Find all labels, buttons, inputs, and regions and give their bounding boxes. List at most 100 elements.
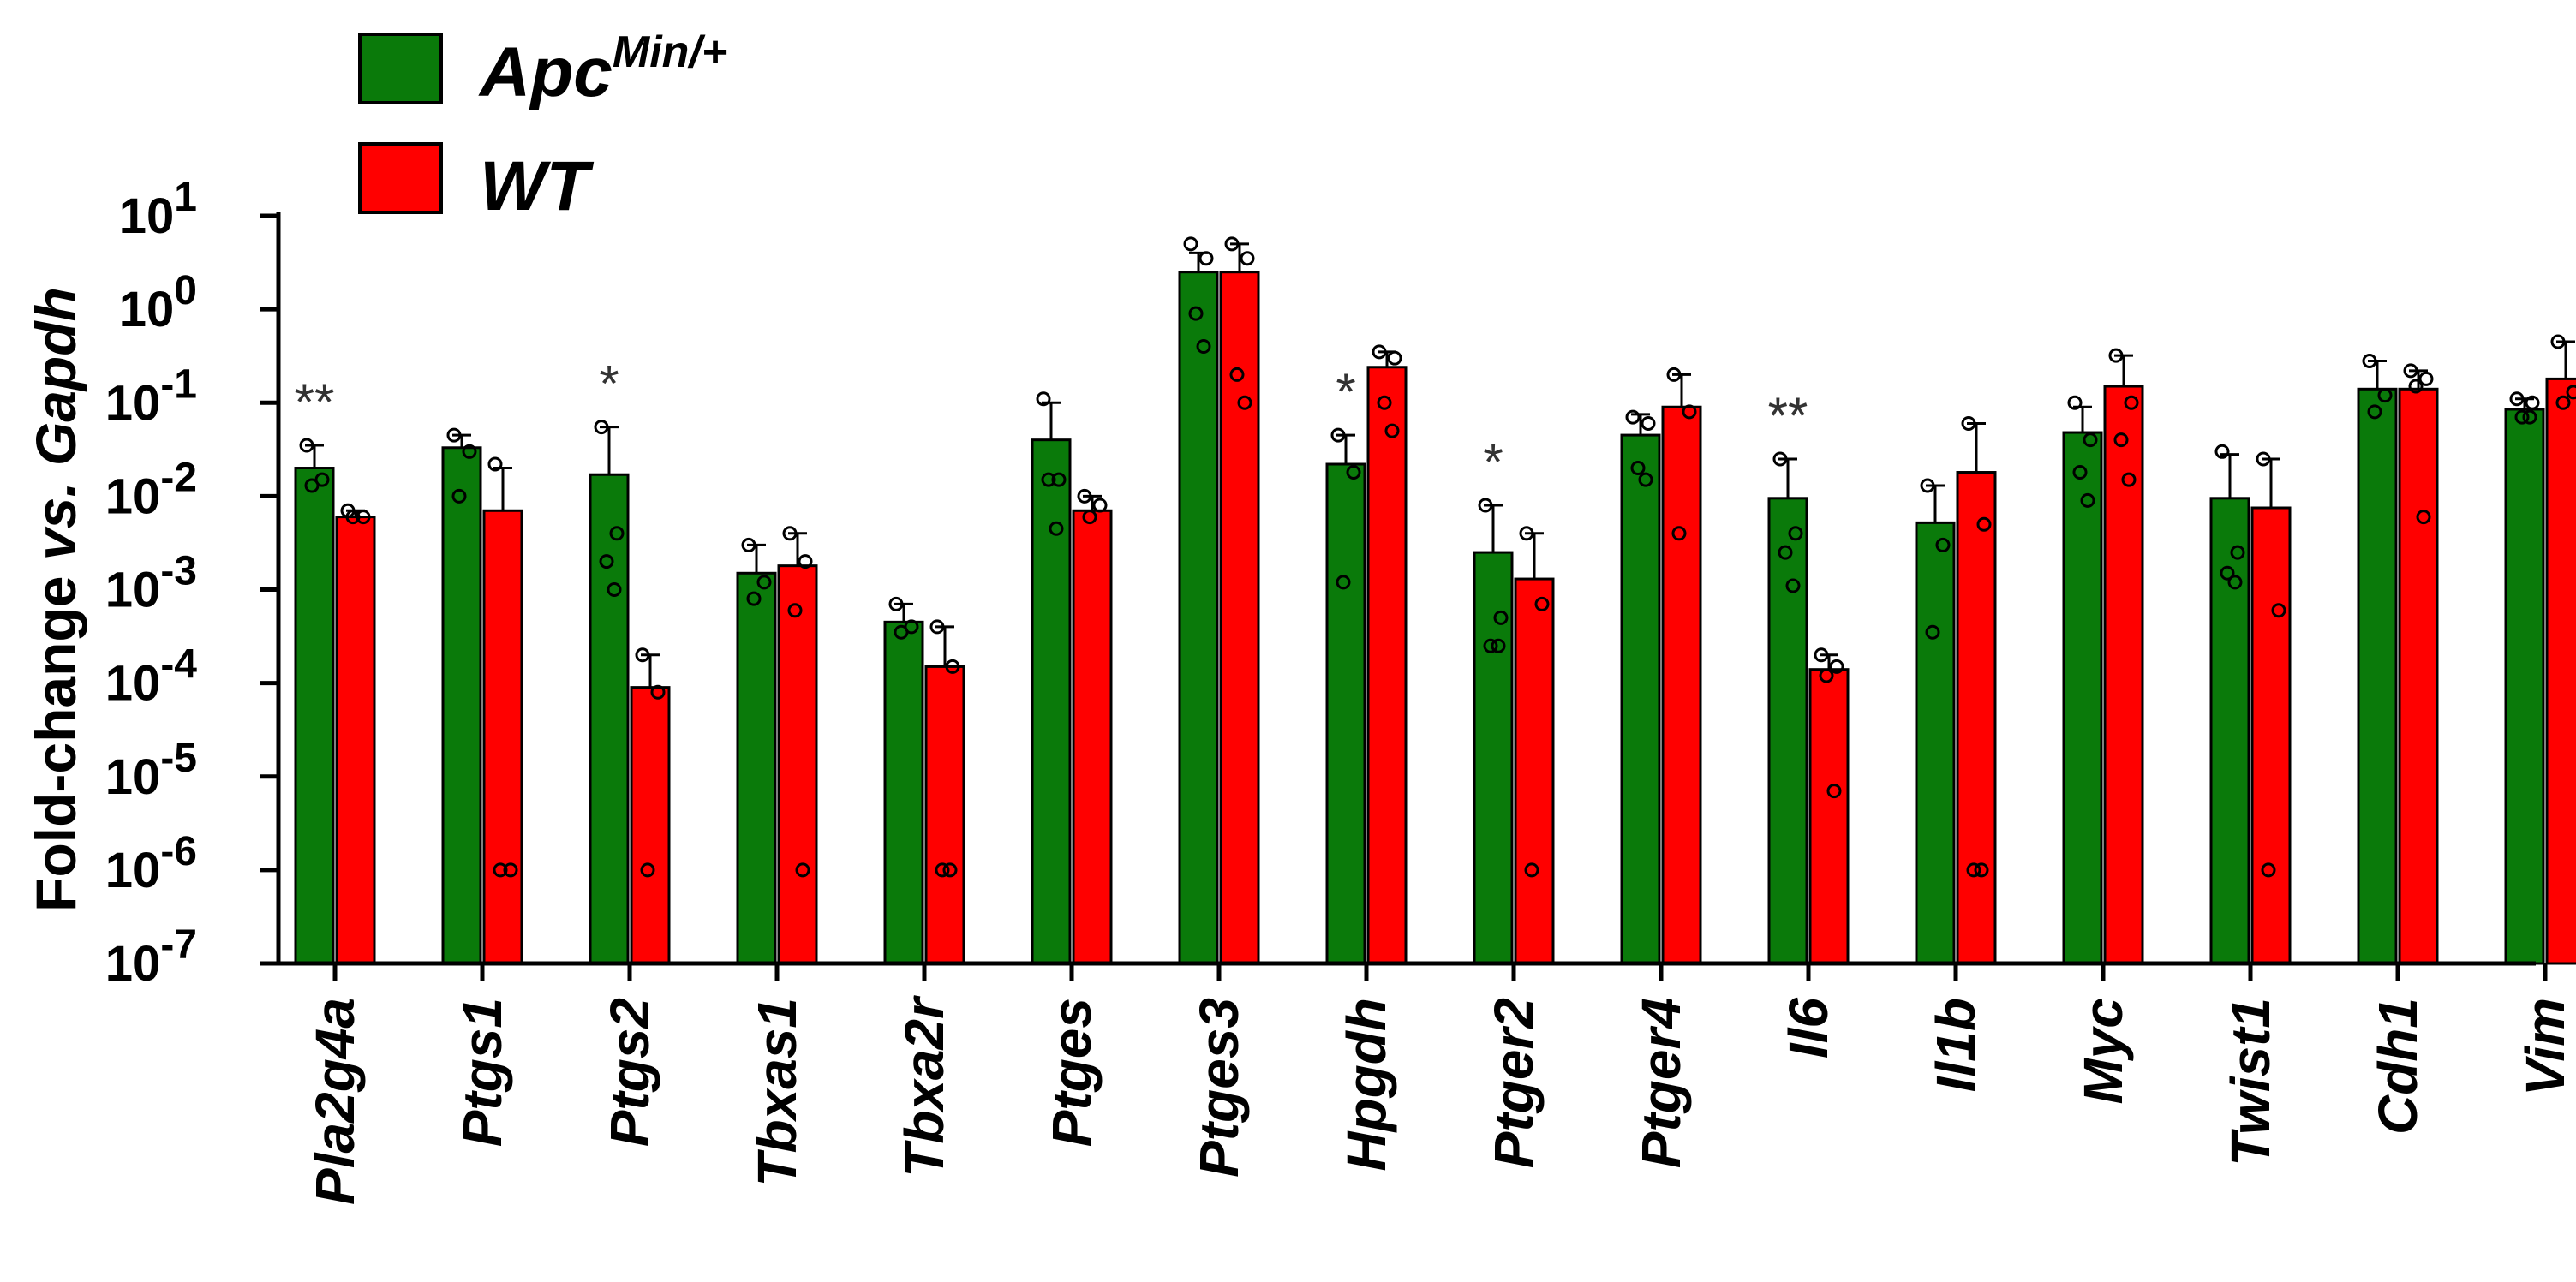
significance-marker: *	[599, 355, 619, 413]
data-point	[1925, 624, 1940, 640]
x-tick-label: Il1b	[1925, 998, 1987, 1092]
data-point	[2220, 565, 2235, 581]
data-point	[2230, 545, 2245, 560]
data-point	[741, 537, 756, 552]
x-tick-label: Vim	[2514, 998, 2576, 1096]
data-point	[2072, 465, 2088, 480]
data-point	[609, 526, 625, 541]
data-point	[1788, 526, 1803, 541]
bar	[2250, 506, 2292, 965]
y-tick-label: 100	[119, 268, 197, 337]
data-point	[2362, 353, 2377, 368]
x-tick-label: Ptges3	[1188, 998, 1250, 1178]
data-point	[503, 862, 518, 878]
data-point	[2403, 363, 2418, 379]
data-point	[446, 427, 462, 443]
legend-label-wt: WT	[480, 147, 594, 225]
y-tick-label: 10-5	[105, 736, 197, 805]
x-tick-label: Cdh1	[2367, 998, 2429, 1135]
data-point	[2555, 395, 2571, 410]
data-point	[1682, 404, 1697, 420]
data-point	[2113, 432, 2129, 448]
x-tick-label: Ptges	[1041, 998, 1103, 1147]
data-point	[935, 862, 950, 878]
data-point	[1671, 526, 1687, 541]
legend: ApcMin/+ WT	[358, 27, 727, 225]
data-point	[2261, 862, 2276, 878]
data-point	[1638, 472, 1653, 487]
data-point	[487, 456, 503, 472]
data-point	[888, 596, 904, 611]
data-point	[1237, 395, 1252, 410]
data-point	[2083, 432, 2098, 448]
y-tick-label: 10-4	[105, 642, 198, 712]
significance-annotations: ** * ****	[295, 355, 1808, 491]
x-tick-label: Pla2g4a	[304, 998, 366, 1205]
bar	[482, 509, 523, 965]
bar	[1661, 405, 1702, 965]
y-axis: 10-7 10-6 10-5 10-4 10-3 10-2 10-1 100 101	[105, 175, 281, 992]
y-tick-label: 10-3	[105, 549, 197, 618]
data-point	[2566, 385, 2576, 400]
data-point	[2416, 510, 2431, 525]
data-point	[607, 582, 622, 597]
y-tick-label: 10-1	[105, 361, 197, 431]
legend-swatch-apc	[358, 33, 443, 104]
bar	[1915, 521, 1956, 965]
data-point	[798, 554, 813, 569]
data-point	[942, 862, 958, 878]
significance-marker: **	[1768, 387, 1808, 444]
data-point	[2214, 444, 2230, 459]
bar	[2103, 385, 2144, 965]
x-tick-label: Hpgdh	[1336, 998, 1397, 1172]
data-point	[2550, 334, 2566, 349]
data-point	[650, 684, 666, 700]
data-point	[1819, 668, 1834, 683]
data-point	[2256, 451, 2271, 467]
x-tick-label: Ptger4	[1630, 998, 1692, 1168]
data-point	[1493, 610, 1509, 625]
data-point	[493, 862, 508, 878]
data-point	[1534, 596, 1550, 611]
data-point	[1082, 510, 1097, 525]
bar	[1031, 438, 1072, 965]
bar	[441, 446, 482, 965]
x-tick-label: Ptgs2	[599, 998, 660, 1147]
data-point	[1483, 638, 1498, 653]
bar	[883, 620, 924, 965]
data-point	[640, 862, 655, 878]
data-point	[1935, 537, 1951, 552]
x-tick-label: Ptgs1	[451, 998, 513, 1147]
data-point	[787, 603, 803, 618]
bar	[1219, 271, 1260, 965]
data-point	[2124, 395, 2139, 410]
data-point	[2408, 379, 2424, 394]
data-point	[1519, 526, 1534, 541]
x-tick-label: Il6	[1778, 998, 1839, 1059]
data-point	[1330, 427, 1346, 443]
data-point	[1785, 578, 1801, 593]
data-point	[1814, 647, 1829, 663]
data-point	[2367, 404, 2382, 420]
data-point	[945, 659, 960, 674]
data-point	[2227, 575, 2243, 590]
bar	[1514, 577, 1555, 965]
significance-marker: *	[1483, 433, 1503, 491]
bar	[1178, 271, 1219, 965]
data-point	[599, 554, 614, 569]
data-point	[1387, 350, 1402, 366]
data-point	[345, 510, 361, 525]
data-point	[451, 488, 467, 504]
data-point	[2509, 391, 2525, 407]
x-tick-label: Tbxas1	[746, 998, 808, 1187]
x-tick-label: Tbxa2r	[894, 995, 955, 1178]
data-point	[1966, 862, 1981, 878]
data-point	[594, 420, 609, 435]
data-point	[795, 862, 810, 878]
data-point	[1625, 409, 1641, 425]
data-point	[1920, 478, 1935, 493]
data-point	[1198, 251, 1214, 266]
data-point	[1346, 465, 1361, 480]
data-point	[929, 619, 945, 635]
